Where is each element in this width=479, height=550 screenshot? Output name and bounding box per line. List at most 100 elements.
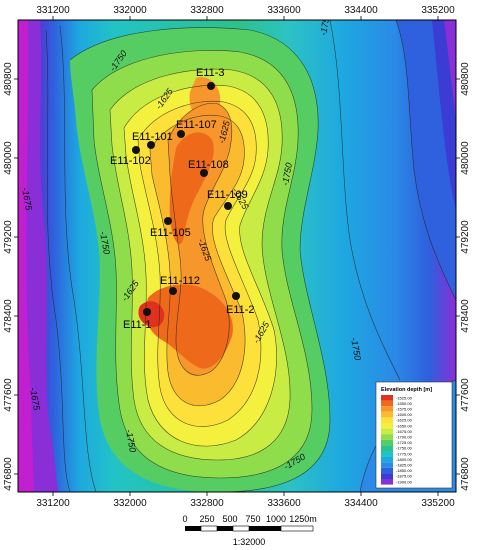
contour-label: -1750 bbox=[98, 231, 112, 255]
legend-swatch bbox=[381, 400, 393, 407]
x-tick-label: 332000 bbox=[113, 5, 147, 16]
y-tick-label: 479200 bbox=[460, 220, 471, 254]
y-axis-left: 480800 480000 479200 478400 477600 47680… bbox=[3, 62, 18, 491]
contour-label: -1750 bbox=[349, 337, 363, 361]
y-tick-label: 480800 bbox=[3, 62, 14, 96]
x-tick-label: 334400 bbox=[344, 498, 378, 509]
legend-swatch bbox=[381, 467, 393, 474]
well-label: E11-1 bbox=[123, 319, 152, 331]
well-label: E11-3 bbox=[196, 67, 225, 79]
scale-label: 750 bbox=[245, 514, 260, 524]
well-marker[interactable] bbox=[164, 217, 172, 225]
legend-swatch bbox=[381, 406, 393, 412]
contour-label: -1750 bbox=[318, 12, 332, 36]
legend-label: -1725.00 bbox=[396, 440, 413, 445]
y-tick-label: 478400 bbox=[460, 299, 471, 333]
y-tick-label: 480800 bbox=[460, 62, 471, 96]
legend-swatch bbox=[381, 451, 393, 457]
legend-label: -1525.00 bbox=[396, 395, 413, 400]
legend-swatch bbox=[381, 411, 393, 418]
legend-label: -1800.00 bbox=[396, 457, 413, 462]
legend-label: -1675.00 bbox=[396, 429, 413, 434]
legend-swatch bbox=[381, 423, 393, 429]
legend-label: -1750.00 bbox=[396, 446, 413, 451]
x-axis-bottom: 331200 332000 332800 333600 334400 33520… bbox=[36, 492, 455, 509]
well-label: E11-108 bbox=[188, 159, 229, 171]
wells: E11-3 E11-107 E11-101 E11-102 E11-108 E1… bbox=[110, 67, 255, 331]
legend-swatch bbox=[381, 462, 393, 468]
contour-label: -1675 bbox=[28, 387, 42, 412]
map-frame bbox=[17, 19, 457, 493]
well-label: E11-112 bbox=[160, 275, 200, 287]
legend-swatch bbox=[381, 479, 393, 485]
legend-label: -1900.00 bbox=[396, 479, 413, 484]
well-label: E11-101 bbox=[132, 131, 173, 143]
x-tick-label: 332800 bbox=[190, 5, 224, 16]
y-tick-label: 479200 bbox=[3, 220, 14, 254]
legend-label: -1550.00 bbox=[396, 401, 413, 406]
well-label: E11-102 bbox=[110, 155, 151, 167]
legend-swatch bbox=[381, 456, 393, 463]
y-tick-label: 477600 bbox=[460, 378, 471, 412]
legend-title: Elevation depth [m] bbox=[381, 387, 432, 393]
legend-label: -1700.00 bbox=[396, 435, 413, 440]
legend-swatch bbox=[381, 395, 393, 401]
well-label: E11-105 bbox=[150, 227, 191, 239]
legend-label: -1850.00 bbox=[396, 468, 413, 473]
legend-swatch bbox=[381, 445, 393, 451]
y-tick-label: 480000 bbox=[460, 141, 471, 175]
well-label: E11-107 bbox=[176, 119, 217, 131]
x-tick-label: 331200 bbox=[36, 5, 70, 16]
well-marker[interactable] bbox=[177, 130, 185, 138]
legend-label: -1775.00 bbox=[396, 451, 413, 456]
y-tick-label: 477600 bbox=[3, 378, 14, 412]
x-tick-label: 332800 bbox=[190, 498, 224, 509]
y-tick-label: 480000 bbox=[3, 141, 14, 175]
well-marker[interactable] bbox=[169, 287, 177, 295]
scale-label: 500 bbox=[222, 514, 237, 524]
legend-swatches: -1525.00-1550.00-1575.00-1600.00-1625.00… bbox=[381, 395, 413, 485]
well-label: E11-2 bbox=[226, 304, 255, 316]
x-tick-label: 335200 bbox=[421, 5, 455, 16]
x-tick-label: 334400 bbox=[344, 5, 378, 16]
scale-label: 0 bbox=[182, 514, 187, 524]
contour-label: -1750 bbox=[280, 162, 294, 186]
y-tick-label: 478400 bbox=[3, 299, 14, 333]
x-tick-label: 333600 bbox=[267, 498, 301, 509]
legend-label: -1575.00 bbox=[396, 407, 413, 412]
x-tick-label: 333600 bbox=[267, 5, 301, 16]
scale-ratio: 1:32000 bbox=[233, 537, 266, 547]
well-label: E11-109 bbox=[207, 189, 248, 201]
legend-label: -1650.00 bbox=[396, 423, 413, 428]
well-marker[interactable] bbox=[224, 202, 232, 210]
well-marker[interactable] bbox=[200, 169, 208, 177]
legend-swatch bbox=[381, 473, 393, 479]
legend-swatch bbox=[381, 439, 393, 446]
scale-bar: 0 250 500 750 1000 1250m 1:32000 bbox=[182, 514, 316, 547]
contour-label: -1675 bbox=[20, 187, 34, 212]
map-area: -1750 -1625 -1625 -1750 -1625 -1750 -162… bbox=[18, 12, 456, 492]
well-marker[interactable] bbox=[147, 141, 155, 149]
scale-label: 250 bbox=[199, 514, 214, 524]
well-marker[interactable] bbox=[132, 146, 140, 154]
scale-label: 1250m bbox=[289, 514, 317, 524]
y-tick-label: 476800 bbox=[460, 457, 471, 491]
legend-swatch bbox=[381, 417, 393, 423]
well-marker[interactable] bbox=[143, 308, 151, 316]
legend-swatch bbox=[381, 434, 393, 440]
x-tick-label: 332000 bbox=[113, 498, 147, 509]
legend-swatch bbox=[381, 428, 393, 435]
well-marker[interactable] bbox=[207, 82, 215, 90]
contour-label: -1750 bbox=[124, 429, 138, 453]
legend-label: -1875.00 bbox=[396, 474, 413, 479]
y-axis-right: 480800 480000 479200 478400 477600 47680… bbox=[456, 62, 471, 491]
x-axis-top: 331200 332000 332800 333600 334400 33520… bbox=[36, 5, 455, 20]
legend-label: -1825.00 bbox=[396, 463, 413, 468]
y-tick-label: 476800 bbox=[3, 457, 14, 491]
legend-label: -1625.00 bbox=[396, 418, 413, 423]
elevation-legend: Elevation depth [m] -1525.00-1550.00-157… bbox=[375, 381, 453, 489]
legend-label: -1600.00 bbox=[396, 412, 413, 417]
x-tick-label: 331200 bbox=[36, 498, 70, 509]
well-marker[interactable] bbox=[232, 292, 240, 300]
